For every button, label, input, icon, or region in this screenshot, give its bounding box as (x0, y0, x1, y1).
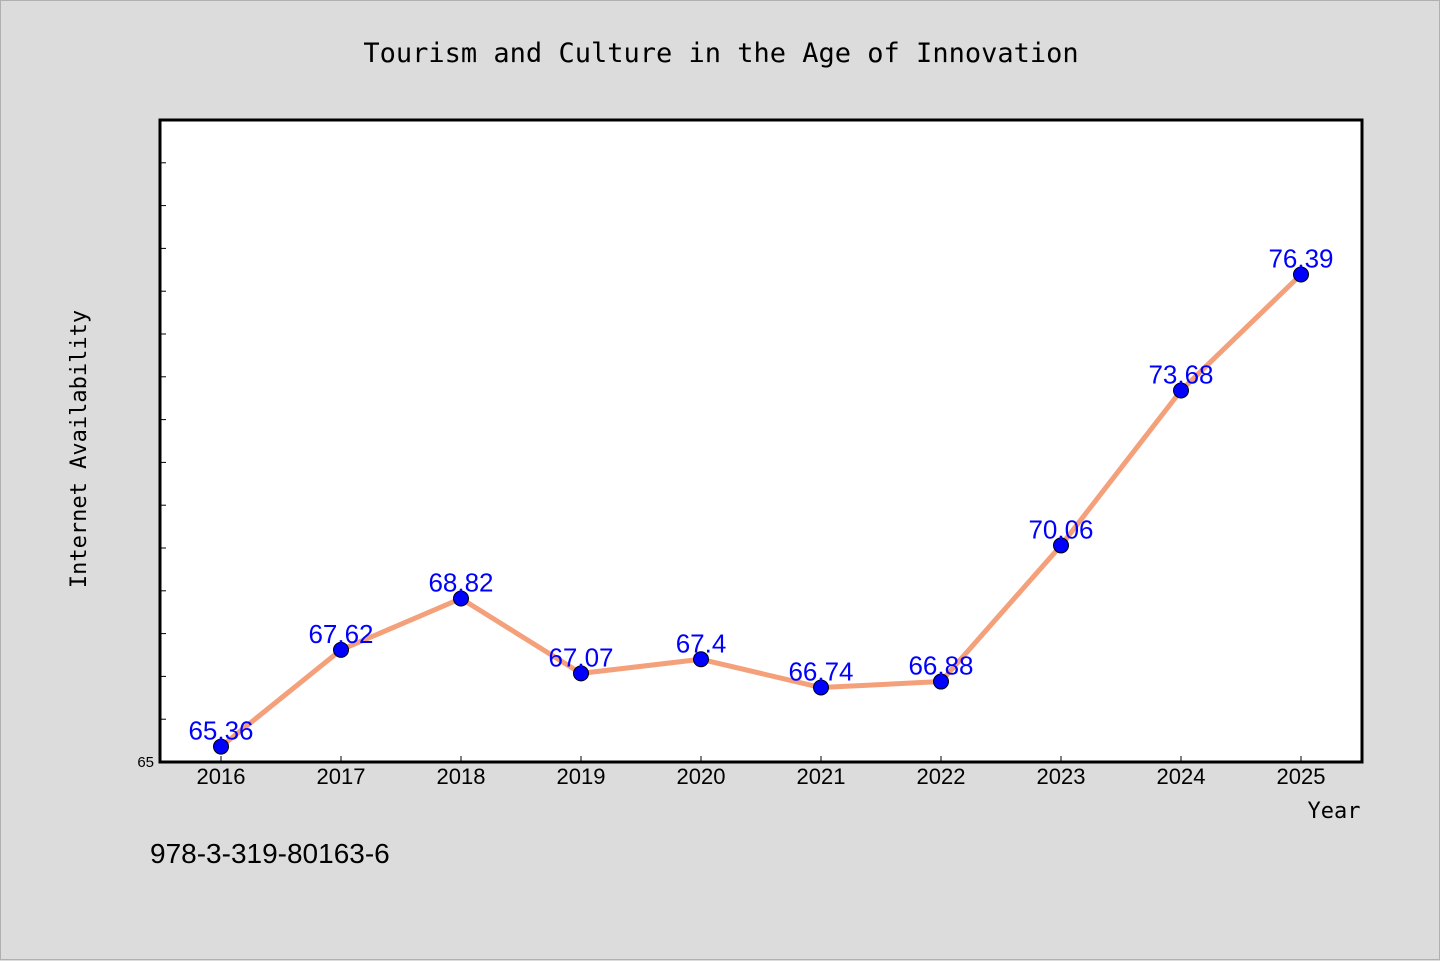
data-point (1293, 266, 1309, 283)
footer-code: 978-3-319-80163-6 (150, 838, 390, 869)
series-line (218, 272, 1304, 750)
x-axis-ticks: 2016 2017 2018 2019 2020 2021 2022 2023 2024 2025 (197, 756, 1326, 789)
x-tick-label: 2025 (1277, 764, 1326, 789)
data-point (333, 641, 349, 658)
data-label: 67.07 (548, 642, 613, 672)
plot-area (158, 118, 1364, 764)
data-label: 76.39 (1268, 244, 1333, 274)
data-point (453, 590, 469, 607)
data-label: 66.88 (908, 651, 973, 681)
x-tick-label: 2019 (557, 764, 606, 789)
x-tick-label: 2020 (677, 764, 726, 789)
x-tick-label: 2022 (917, 764, 966, 789)
data-markers (213, 266, 1309, 755)
data-point (693, 651, 709, 668)
data-point (1173, 382, 1189, 399)
data-point (213, 738, 229, 755)
x-tick-label: 2021 (797, 764, 846, 789)
x-tick-label: 2024 (1157, 764, 1206, 789)
y-axis-min-label: 65 (137, 754, 154, 771)
y-axis-label: Internet Availability (67, 310, 92, 588)
y-axis-ticks (160, 162, 166, 720)
x-tick-label: 2017 (317, 764, 366, 789)
x-tick-label: 2018 (437, 764, 486, 789)
data-label: 68.82 (428, 568, 493, 598)
data-point (1053, 537, 1069, 554)
data-label: 65.36 (188, 716, 253, 746)
data-label: 67.62 (308, 619, 373, 649)
data-point (573, 665, 589, 682)
x-tick-label: 2016 (197, 764, 246, 789)
data-label: 73.68 (1148, 359, 1213, 389)
x-axis-label: Year (1308, 799, 1361, 824)
data-point (813, 679, 829, 696)
x-tick-label: 2023 (1037, 764, 1086, 789)
data-label: 67.4 (676, 628, 727, 658)
data-point (933, 673, 949, 690)
data-label: 66.74 (788, 657, 853, 687)
chart-title: Tourism and Culture in the Age of Innova… (363, 38, 1078, 69)
data-labels: 65.36 67.62 68.82 67.07 67.4 66.74 66.88 70.06 7… (188, 244, 1333, 746)
data-label: 70.06 (1028, 514, 1093, 544)
